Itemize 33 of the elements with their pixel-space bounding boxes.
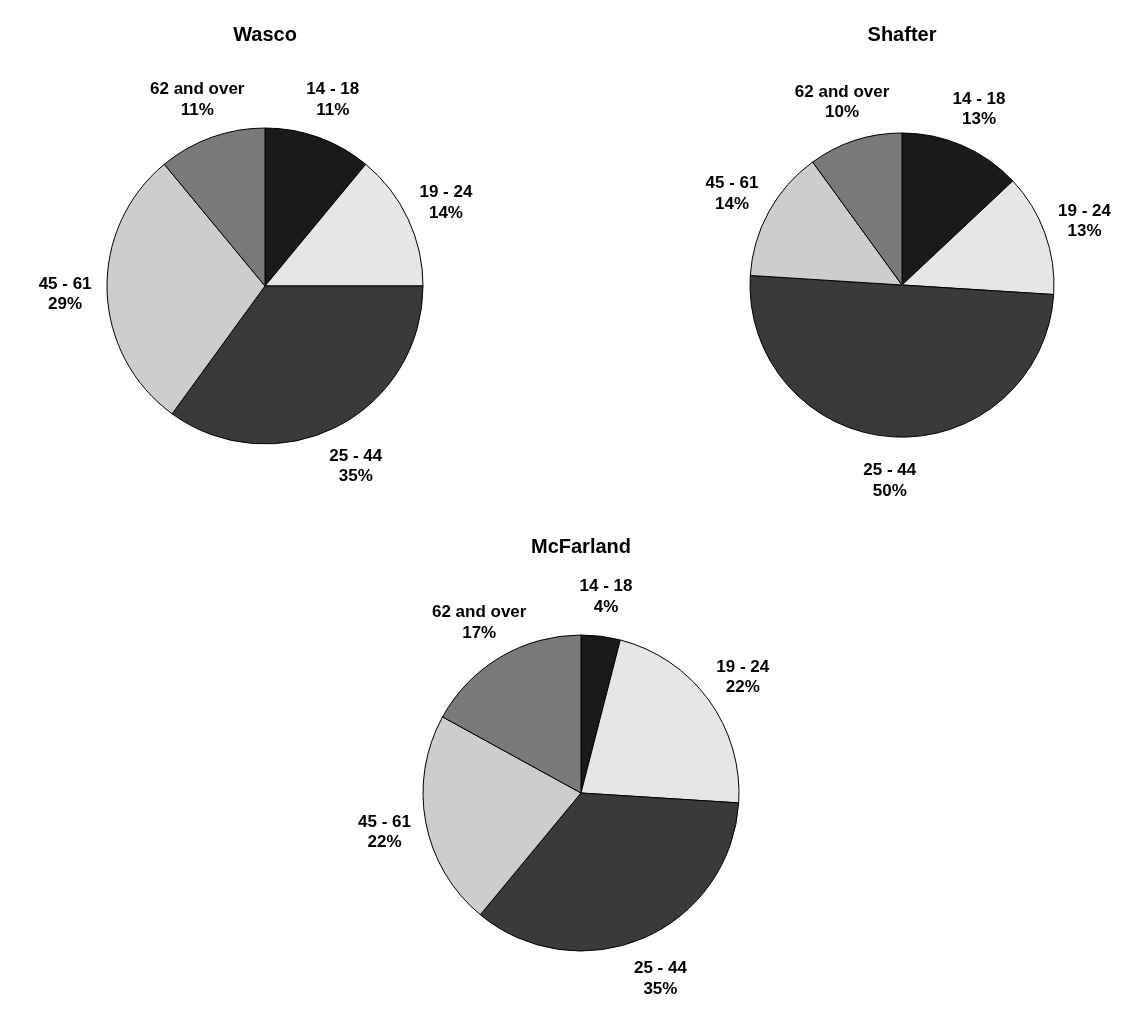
data-label: 17% xyxy=(462,622,497,642)
data-label: 35% xyxy=(338,466,373,486)
slice-label: 19 - 24 xyxy=(716,657,770,677)
slice-label: 14 - 18 xyxy=(306,79,360,99)
slice-label: 14 - 18 xyxy=(579,576,633,596)
data-label: 22% xyxy=(725,677,760,697)
chart-title: Wasco xyxy=(233,23,297,46)
slice-label: 45 - 61 xyxy=(705,173,759,193)
data-label: 35% xyxy=(643,978,678,998)
data-label: 11% xyxy=(180,99,214,119)
slice-label: 62 and over xyxy=(794,82,890,102)
data-label: 29% xyxy=(48,294,83,314)
data-label: 13% xyxy=(1067,221,1102,241)
data-label: 22% xyxy=(367,832,402,852)
slice-label: 45 - 61 xyxy=(38,273,92,293)
slice-label: 25 - 44 xyxy=(863,460,917,480)
chart-title: Shafter xyxy=(867,23,937,46)
chart-title: McFarland xyxy=(530,535,632,558)
data-label: 14% xyxy=(428,202,463,222)
slice-label: 14 - 18 xyxy=(952,88,1006,108)
data-label: 50% xyxy=(872,480,907,500)
slice-label: 19 - 24 xyxy=(419,182,473,202)
slice-label: 19 - 24 xyxy=(1058,200,1112,220)
slice-label: 62 and over xyxy=(431,602,527,622)
data-label: 10% xyxy=(825,102,860,122)
data-label: 4% xyxy=(593,596,619,616)
data-label: 11% xyxy=(316,99,350,119)
slice-label: 62 and over xyxy=(150,79,245,99)
slice-label: 45 - 61 xyxy=(358,812,412,832)
data-label: 13% xyxy=(962,108,997,128)
slice-label: 25 - 44 xyxy=(329,445,383,465)
slice-label: 25 - 44 xyxy=(633,958,688,978)
data-label: 14% xyxy=(714,193,750,213)
